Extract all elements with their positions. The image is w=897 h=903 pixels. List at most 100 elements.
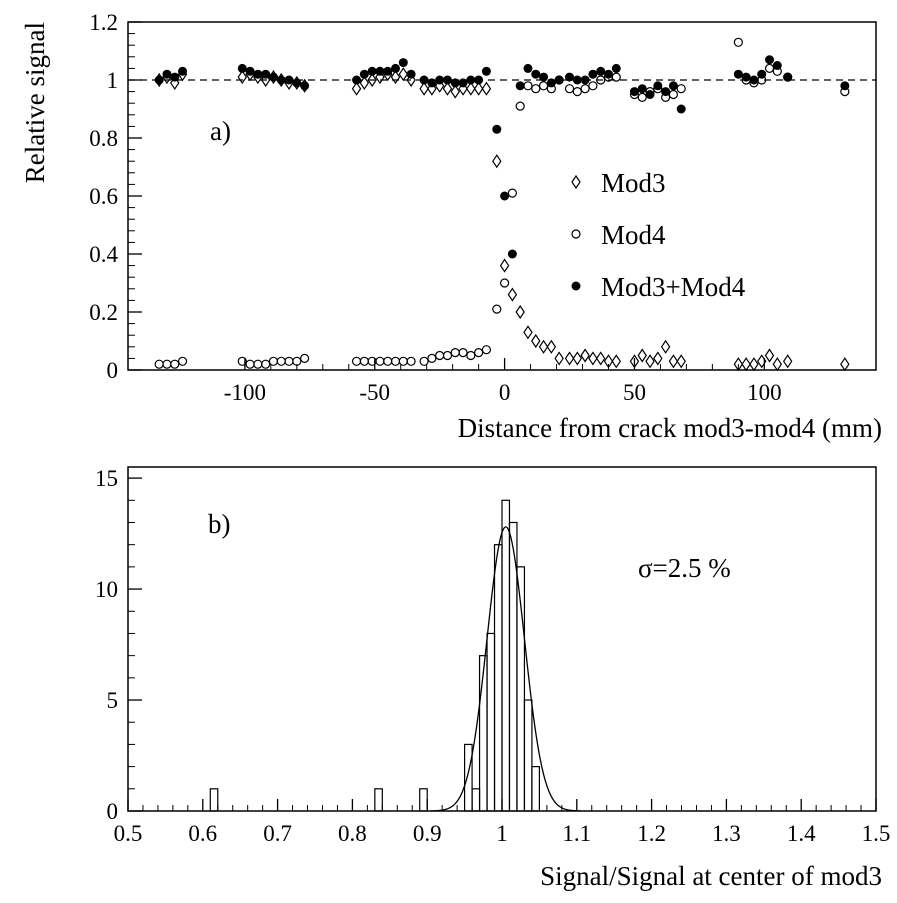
y-tick-label: 0.4 (89, 242, 118, 267)
marker-diamond (676, 354, 686, 369)
x-tick-label: 1.5 (862, 821, 891, 846)
marker-diamond (398, 67, 409, 82)
histogram-bar (478, 655, 488, 812)
marker-filled-circle (268, 72, 278, 82)
marker-diamond (260, 72, 271, 88)
marker-open-circle (466, 350, 476, 361)
marker-open-circle (531, 84, 541, 94)
x-tick-label: 0.5 (114, 821, 143, 846)
x-tick-label: 0.7 (263, 821, 292, 846)
marker-diamond (450, 84, 460, 99)
marker-filled-circle (492, 124, 502, 134)
marker-open-circle (523, 81, 533, 91)
marker-filled-circle (154, 75, 164, 85)
marker-diamond (546, 339, 557, 354)
marker-filled-circle (375, 66, 385, 76)
marker-open-circle (427, 353, 437, 363)
marker-diamond (595, 351, 606, 366)
marker-diamond (840, 357, 850, 372)
marker-open-circle (572, 86, 582, 97)
marker-filled-circle (474, 75, 484, 85)
marker-open-circle (398, 356, 408, 366)
y-tick-label: 15 (95, 466, 118, 491)
marker-diamond (427, 81, 437, 96)
marker-filled-circle (507, 249, 517, 259)
marker-diamond (571, 174, 581, 190)
fit-curve (430, 526, 581, 812)
marker-filled-circle (245, 66, 255, 76)
marker-open-circle (268, 356, 279, 366)
marker-open-circle (253, 359, 263, 369)
marker-diamond (764, 348, 775, 363)
marker-open-circle (435, 350, 445, 361)
y-tick-label: 0 (107, 799, 119, 824)
marker-open-circle (596, 75, 606, 85)
marker-filled-circle (611, 63, 621, 73)
marker-diamond (572, 351, 583, 366)
marker-diamond (554, 351, 564, 366)
histogram-bar (523, 699, 533, 812)
x-tick-label: 0.9 (413, 821, 442, 846)
marker-diamond (733, 357, 744, 372)
marker-diamond (481, 81, 492, 96)
marker-filled-circle (645, 90, 655, 99)
annotation: b) (208, 509, 231, 539)
histogram-bar (209, 788, 219, 812)
marker-filled-circle (253, 69, 263, 79)
marker-diamond (351, 81, 362, 96)
x-axis-label: Signal/Signal at center of mod3 (540, 861, 882, 891)
marker-filled-circle (515, 81, 525, 91)
marker-diamond (645, 354, 655, 369)
marker-diamond (629, 354, 640, 369)
marker-open-circle (162, 359, 172, 369)
x-tick-label: 100 (747, 380, 782, 405)
marker-filled-circle (588, 69, 598, 79)
marker-filled-circle (572, 75, 582, 85)
marker-filled-circle (637, 84, 647, 94)
marker-open-circle (284, 356, 294, 366)
marker-diamond (359, 75, 370, 90)
y-tick-label: 10 (95, 577, 118, 602)
marker-filled-circle (419, 75, 429, 85)
marker-open-circle (237, 356, 247, 366)
x-tick-label: 0.6 (188, 821, 217, 846)
marker-filled-circle (237, 63, 247, 73)
marker-filled-circle (749, 75, 759, 85)
marker-diamond (603, 354, 614, 369)
marker-diamond (580, 348, 590, 363)
marker-open-circle (507, 188, 517, 198)
marker-open-circle (733, 37, 743, 47)
marker-diamond (170, 75, 180, 90)
y-tick-label: 1 (107, 68, 119, 93)
x-tick-label: 1 (496, 821, 508, 846)
marker-open-circle (300, 353, 310, 363)
histogram-bar (501, 499, 511, 812)
y-tick-label: 0.2 (89, 300, 118, 325)
marker-diamond (434, 78, 445, 93)
marker-open-circle (538, 81, 549, 91)
marker-filled-circle (580, 75, 590, 85)
marker-filled-circle (571, 281, 581, 291)
x-tick-label: 1.4 (787, 821, 816, 846)
y-tick-label: 0 (107, 358, 119, 383)
marker-filled-circle (300, 81, 310, 91)
marker-diamond (757, 354, 767, 369)
marker-open-circle (474, 348, 484, 358)
marker-filled-circle (523, 63, 533, 73)
x-tick-label: 50 (623, 380, 646, 405)
marker-open-circle (481, 345, 492, 355)
marker-filled-circle (661, 87, 671, 97)
marker-open-circle (375, 356, 385, 366)
marker-diamond (390, 70, 401, 85)
marker-diamond (406, 72, 416, 88)
marker-diamond (668, 354, 679, 369)
marker-diamond (515, 304, 525, 320)
marker-diamond (367, 72, 377, 88)
marker-diamond (492, 154, 502, 169)
histogram-bar (486, 632, 496, 812)
marker-filled-circle (565, 72, 575, 82)
marker-open-circle (676, 84, 686, 94)
x-tick-label: 1.2 (637, 821, 666, 846)
marker-filled-circle (603, 69, 613, 79)
